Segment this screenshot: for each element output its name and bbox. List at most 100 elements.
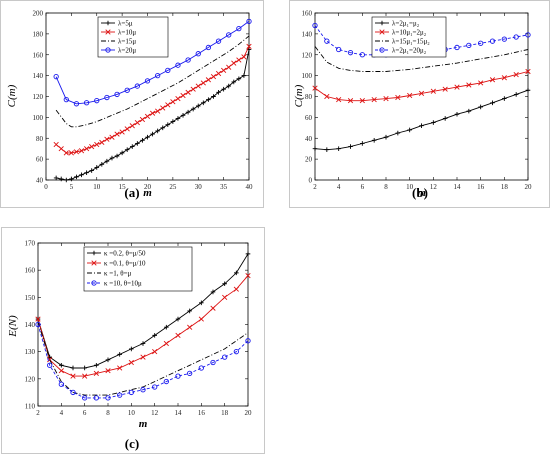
data-point-c-1 <box>175 332 181 338</box>
legend-label-a-3: λ=20μ <box>118 47 136 55</box>
data-point-c-1 <box>152 349 158 355</box>
data-point-a-1 <box>170 99 176 105</box>
x-tick-label-c: 6 <box>83 409 87 417</box>
data-point-b-0 <box>502 96 507 101</box>
data-point-b-1 <box>407 92 413 99</box>
data-point-b-0 <box>324 147 330 153</box>
series-line-c-2 <box>37 321 249 396</box>
data-point-c-0 <box>222 281 227 287</box>
data-point-c-3 <box>210 359 216 366</box>
data-point-a-0 <box>211 94 216 99</box>
legend-marker-b-3 <box>379 47 385 53</box>
chart-panel-a: 0 5 10 15 20 25 30 35 40 40 60 80 100 120 140 160 180 200… <box>6 10 253 201</box>
data-point-c-1 <box>58 368 64 374</box>
series-line-a-2 <box>55 35 250 128</box>
data-point-b-1 <box>336 97 342 103</box>
data-point-a-0 <box>129 144 135 149</box>
data-point-a-3 <box>165 67 171 74</box>
data-point-b-1 <box>489 77 496 83</box>
data-point-c-3 <box>233 349 239 355</box>
data-point-b-3 <box>359 52 365 58</box>
data-point-a-0 <box>180 112 186 118</box>
data-point-a-3 <box>94 98 100 104</box>
data-point-c-3 <box>175 373 181 379</box>
data-point-a-3 <box>53 74 59 80</box>
data-point-a-0 <box>160 125 166 131</box>
data-point-b-3 <box>347 50 354 56</box>
x-tick-label-c: 14 <box>175 409 183 417</box>
data-point-c-3 <box>140 387 146 393</box>
x-tick-label-a: 5 <box>70 183 74 191</box>
y-tick-label-a: 160 <box>33 51 44 59</box>
data-point-a-0 <box>165 122 171 127</box>
legend-marker-a-3 <box>105 47 111 53</box>
data-point-c-1 <box>105 368 111 374</box>
data-point-c-3 <box>245 338 251 344</box>
data-point-b-1 <box>478 80 484 86</box>
data-point-a-1 <box>83 146 90 152</box>
x-tick-label-a: 10 <box>93 183 101 191</box>
data-point-b-1 <box>513 71 519 78</box>
data-point-c-0 <box>164 324 169 330</box>
panel-label-b: (b) <box>412 185 428 200</box>
y-tick-label-b: 120 <box>302 51 313 59</box>
data-point-a-1 <box>68 150 74 156</box>
data-point-c-1 <box>187 324 193 330</box>
data-point-b-3 <box>525 32 531 38</box>
panel-a-frame <box>0 0 264 208</box>
data-point-b-0 <box>360 141 365 146</box>
y-tick-label-b: 160 <box>302 10 313 18</box>
data-point-a-1 <box>200 80 206 86</box>
data-point-a-1 <box>89 143 95 150</box>
data-point-b-1 <box>442 86 448 92</box>
data-point-a-3 <box>114 91 120 98</box>
y-axis-label-c: E(N) <box>7 315 19 338</box>
x-tick-label-c: 8 <box>106 409 110 417</box>
data-point-c-3 <box>47 362 53 368</box>
data-point-a-0 <box>74 174 79 180</box>
x-tick-label-b: 20 <box>525 183 533 191</box>
data-point-a-3 <box>205 44 212 51</box>
data-point-b-0 <box>371 138 377 143</box>
data-point-b-0 <box>348 144 353 149</box>
data-point-a-0 <box>150 131 155 137</box>
data-point-c-1 <box>233 286 239 292</box>
y-tick-label-b: 100 <box>302 72 313 80</box>
data-point-c-0 <box>117 352 122 357</box>
data-point-a-1 <box>185 89 191 95</box>
series-line-b-2 <box>314 46 529 72</box>
x-tick-label-c: 16 <box>198 409 206 417</box>
data-point-b-0 <box>454 111 460 117</box>
data-point-a-1 <box>221 67 227 74</box>
data-point-a-3 <box>215 38 222 44</box>
data-point-a-3 <box>246 18 252 24</box>
y-tick-label-c: 150 <box>25 294 36 302</box>
data-point-a-0 <box>201 100 206 106</box>
data-point-a-1 <box>231 60 237 66</box>
data-point-a-1 <box>63 150 69 156</box>
data-point-a-0 <box>195 103 201 109</box>
data-point-b-3 <box>478 40 484 46</box>
data-point-a-3 <box>144 78 151 84</box>
data-point-a-0 <box>241 73 247 78</box>
legend-label-a-1: λ=10μ <box>118 29 136 37</box>
legend-label-a-0: λ=5μ <box>118 20 133 28</box>
y-tick-label-b: 0 <box>309 177 313 185</box>
data-point-a-1 <box>210 74 217 80</box>
data-point-a-0 <box>145 134 150 140</box>
data-point-b-0 <box>419 123 424 129</box>
data-point-a-1 <box>155 108 161 114</box>
legend-label-c-0: κ =0.2, θ=μ/50 <box>104 250 146 258</box>
data-point-a-1 <box>205 77 212 83</box>
legend-marker-a-0 <box>105 20 111 26</box>
data-point-c-1 <box>128 359 134 366</box>
data-point-b-0 <box>442 116 448 121</box>
data-point-a-1 <box>104 136 110 142</box>
data-point-a-3 <box>83 100 90 106</box>
y-axis-label-b: C(m) <box>293 84 305 107</box>
data-point-c-0 <box>245 251 251 257</box>
data-point-a-0 <box>109 155 115 161</box>
data-point-a-0 <box>135 141 140 146</box>
x-tick-label-c: 2 <box>36 409 40 417</box>
data-point-a-3 <box>195 51 201 57</box>
